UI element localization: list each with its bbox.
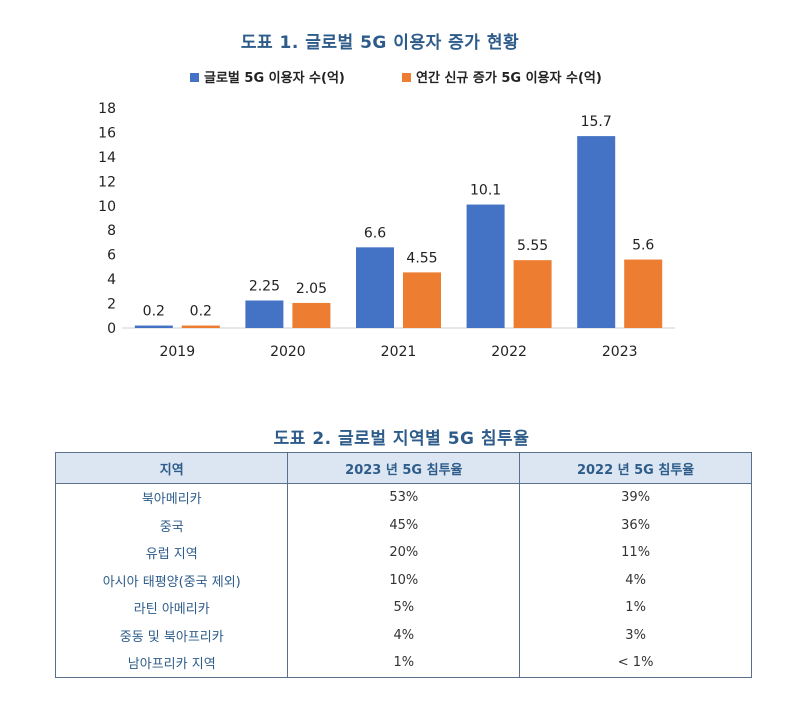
table-row: 중국 45% 36%: [54, 511, 752, 539]
x-tick-label: 2023: [602, 344, 638, 360]
chart-title: 도표 1. 글로벌 5G 이용자 증가 현황: [240, 33, 520, 53]
header-2022: 2022 년 5G 침투율: [519, 452, 752, 484]
y-tick-label: 12: [98, 174, 116, 190]
bar-total-2020: [245, 300, 284, 328]
region-cell: 중국: [54, 511, 289, 539]
table-row: 중동 및 북아프리카 4% 3%: [54, 621, 752, 649]
y-tick-label: 18: [98, 101, 116, 117]
y-tick-label: 14: [98, 150, 116, 166]
region-cell: 북아메리카: [54, 483, 289, 512]
data-label: 15.7: [581, 114, 612, 130]
legend-swatch-0: [190, 73, 199, 82]
data-label: 10.1: [470, 183, 501, 199]
bar-new-2020: [292, 302, 331, 328]
rate-2022-cell: 39%: [519, 483, 752, 512]
rate-2023-cell: 20%: [287, 539, 521, 567]
y-tick-label: 16: [98, 125, 116, 141]
rate-2023-cell: 5%: [287, 594, 521, 622]
rate-2022-cell: 36%: [519, 511, 752, 539]
y-tick-label: 6: [107, 248, 116, 264]
header-2023: 2023 년 5G 침투율: [287, 452, 521, 484]
region-cell: 남아프리카 지역: [54, 649, 289, 678]
region-cell: 중동 및 북아프리카: [54, 621, 289, 649]
data-label: 6.6: [364, 225, 386, 241]
rate-2022-cell: 11%: [519, 539, 752, 567]
bar-total-2021: [356, 247, 394, 328]
data-label: 0.2: [143, 304, 165, 320]
y-tick-label: 2: [107, 297, 116, 313]
bar-new-2023: [624, 259, 663, 328]
rate-2023-cell: 4%: [287, 621, 521, 649]
data-label: 4.55: [406, 250, 437, 266]
region-cell: 라틴 아메리카: [54, 594, 289, 622]
bar-total-2022: [466, 204, 505, 328]
rate-2022-cell: < 1%: [519, 649, 752, 678]
rate-2023-cell: 45%: [287, 511, 521, 539]
rate-2022-cell: 4%: [519, 566, 752, 594]
table-row: 북아메리카 53% 39%: [54, 483, 752, 512]
rate-2023-cell: 10%: [287, 566, 521, 594]
table-row: 남아프리카 지역 1% < 1%: [54, 649, 752, 678]
x-tick-label: 2019: [159, 344, 195, 360]
legend-swatch-1: [402, 73, 411, 82]
table-title: 도표 2. 글로벌 지역별 5G 침투율: [273, 429, 530, 449]
table-row: 유럽 지역 20% 11%: [54, 539, 752, 567]
table-row: 라틴 아메리카 5% 1%: [54, 594, 752, 622]
y-tick-label: 0: [107, 321, 116, 337]
region-cell: 아시아 태평양(중국 제외): [54, 566, 289, 594]
y-tick-label: 8: [107, 223, 116, 239]
penetration-table: 지역 2023 년 5G 침투율 2022 년 5G 침투율 북아메리카 53%…: [54, 452, 752, 678]
legend-label-0: 글로벌 5G 이용자 수(억): [204, 70, 345, 86]
data-label: 5.55: [517, 238, 548, 254]
data-label: 0.2: [190, 304, 212, 320]
table-header-row: 지역 2023 년 5G 침투율 2022 년 5G 침투율: [54, 452, 752, 484]
bar-new-2021: [403, 272, 441, 328]
header-region: 지역: [54, 452, 289, 484]
rate-2023-cell: 53%: [287, 483, 521, 512]
bar-total-2023: [577, 136, 616, 328]
x-tick-label: 2021: [381, 344, 417, 360]
table-row: 아시아 태평양(중국 제외) 10% 4%: [54, 566, 752, 594]
data-label: 2.05: [296, 281, 327, 297]
x-tick-label: 2022: [491, 344, 527, 360]
rate-2023-cell: 1%: [287, 649, 521, 678]
bar-new-2019: [181, 325, 220, 328]
x-tick-label: 2020: [270, 344, 306, 360]
bar-chart: 글로벌 5G 이용자 수(억) 연간 신규 증가 5G 이용자 수(억) 0 2 4 6 8…: [98, 70, 675, 360]
rate-2022-cell: 3%: [519, 621, 752, 649]
rate-2022-cell: 1%: [519, 594, 752, 622]
y-tick-label: 4: [107, 272, 116, 288]
bar-new-2022: [513, 260, 552, 328]
legend-label-1: 연간 신규 증가 5G 이용자 수(억): [416, 70, 602, 86]
bar-total-2019: [134, 325, 173, 328]
data-label: 2.25: [249, 279, 280, 295]
y-tick-label: 10: [98, 199, 116, 215]
data-label: 5.6: [632, 238, 654, 254]
region-cell: 유럽 지역: [54, 539, 289, 567]
